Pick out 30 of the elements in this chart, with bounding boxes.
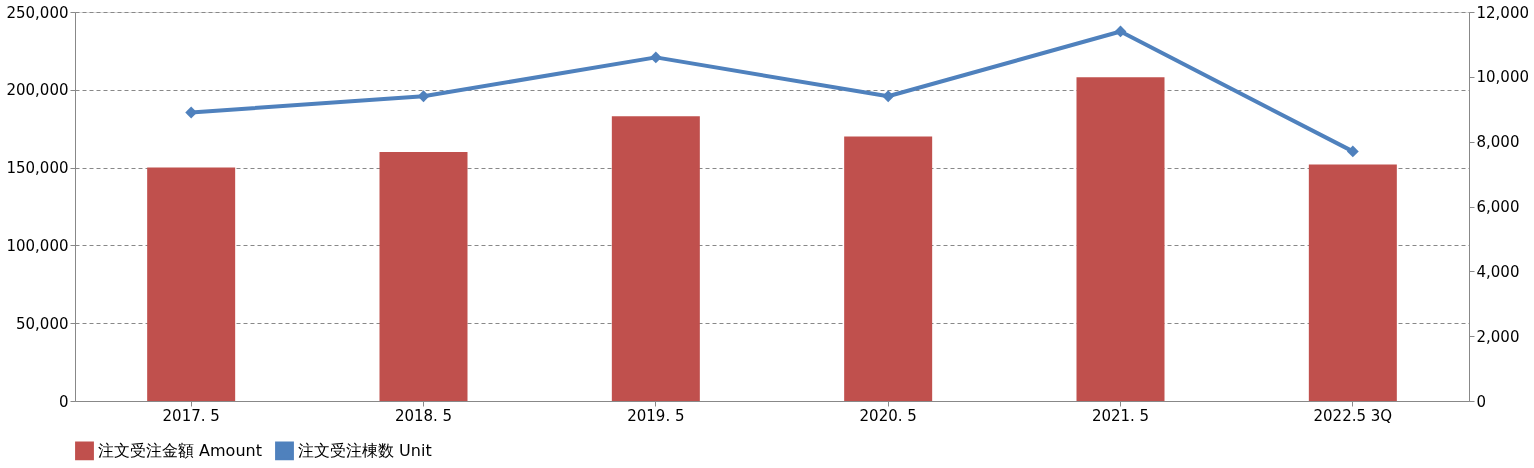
- x-tick-label: 2020. 5: [859, 406, 917, 425]
- x-tick-label: 2019. 5: [627, 406, 685, 425]
- bar: [1308, 164, 1397, 401]
- x-tick-label: 2022.5 3Q: [1313, 406, 1393, 425]
- bar: [844, 136, 933, 401]
- y2-tick-label: 10,000: [1476, 68, 1529, 87]
- y2-tick-label: 0: [1476, 392, 1487, 411]
- point: [1346, 145, 1359, 158]
- y2-tick-label: 4,000: [1476, 262, 1520, 281]
- y2-tick-label: 8,000: [1476, 133, 1520, 152]
- y-tick-label: 250,000: [6, 3, 69, 22]
- y-tick-label: 100,000: [6, 236, 69, 255]
- y-tick-label: 200,000: [6, 81, 69, 100]
- y2-tick-label: 6,000: [1476, 198, 1520, 216]
- x-tick-label: 2017. 5: [162, 406, 220, 425]
- point: [882, 90, 895, 103]
- point: [649, 51, 662, 64]
- bar: [147, 167, 236, 401]
- x-tick-label: 2021. 5: [1091, 406, 1150, 425]
- legend-label: 注文受注金額 Amount: [98, 440, 262, 460]
- legend-label: 注文受注棟数 Unit: [298, 440, 432, 460]
- y2-tick-label: 12,000: [1476, 3, 1529, 22]
- y2-tick-label: 2,000: [1476, 327, 1520, 346]
- bar: [611, 116, 700, 401]
- x-tick-label: 2018. 5: [394, 406, 453, 425]
- bar: [1076, 77, 1165, 401]
- bar: [379, 152, 468, 401]
- y-tick-label: 50,000: [16, 314, 69, 333]
- y-tick-label: 0: [58, 392, 69, 411]
- y-tick-label: 150,000: [6, 159, 69, 178]
